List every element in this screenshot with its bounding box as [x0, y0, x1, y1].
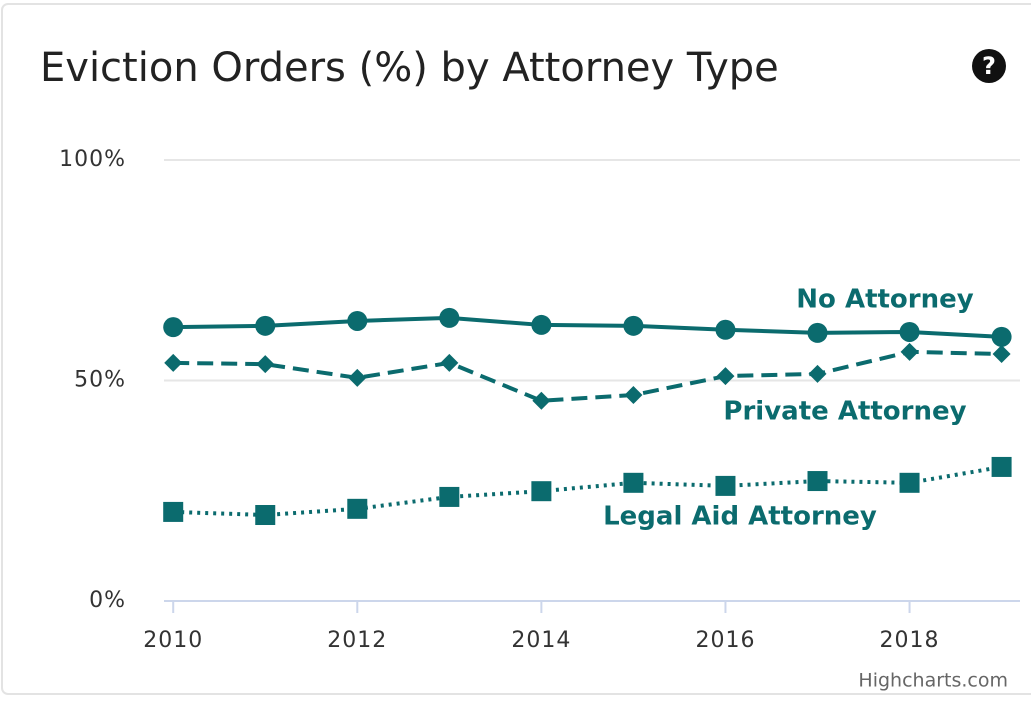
- marker: [900, 342, 919, 361]
- series-label: No Attorney: [796, 285, 973, 315]
- marker: [531, 314, 552, 335]
- marker: [163, 317, 184, 338]
- marker: [255, 505, 276, 526]
- x-tick-label: 2010: [143, 628, 203, 653]
- marker: [899, 472, 920, 493]
- marker: [807, 471, 828, 492]
- marker: [716, 367, 735, 386]
- x-tick-label: 2016: [695, 628, 755, 653]
- series-label: Private Attorney: [723, 397, 966, 427]
- marker: [899, 321, 920, 342]
- marker: [623, 472, 644, 493]
- x-tick-label: 2018: [880, 628, 940, 653]
- marker: [991, 326, 1012, 347]
- marker: [255, 315, 276, 336]
- marker: [439, 307, 460, 328]
- svg-text:?: ?: [982, 52, 996, 80]
- marker: [347, 498, 368, 519]
- marker: [531, 481, 552, 502]
- marker: [623, 315, 644, 336]
- y-tick-label: 0%: [89, 588, 126, 613]
- y-tick-label: 50%: [74, 368, 126, 393]
- marker: [808, 364, 827, 383]
- chart-title: Eviction Orders (%) by Attorney Type: [40, 45, 779, 91]
- marker: [991, 456, 1012, 477]
- x-tick-label: 2012: [327, 628, 387, 653]
- marker: [256, 355, 275, 374]
- series-label: Legal Aid Attorney: [603, 502, 877, 532]
- marker: [163, 501, 184, 522]
- marker: [532, 391, 551, 410]
- marker: [347, 310, 368, 331]
- series-line: [173, 315, 1002, 339]
- credits: Highcharts.com: [858, 670, 1008, 692]
- card: [1, 3, 1031, 695]
- x-tick-label: 2014: [511, 628, 571, 653]
- series-line: [173, 349, 1002, 403]
- marker: [992, 345, 1011, 364]
- marker: [439, 486, 460, 507]
- marker: [807, 322, 828, 343]
- y-tick-label: 100%: [59, 147, 126, 172]
- marker: [164, 353, 183, 372]
- marker: [440, 353, 459, 372]
- marker: [715, 319, 736, 340]
- series-line: [173, 464, 1002, 518]
- marker: [715, 475, 736, 496]
- marker: [624, 386, 643, 405]
- help-icon[interactable]: ?: [972, 49, 1006, 83]
- marker: [348, 368, 367, 387]
